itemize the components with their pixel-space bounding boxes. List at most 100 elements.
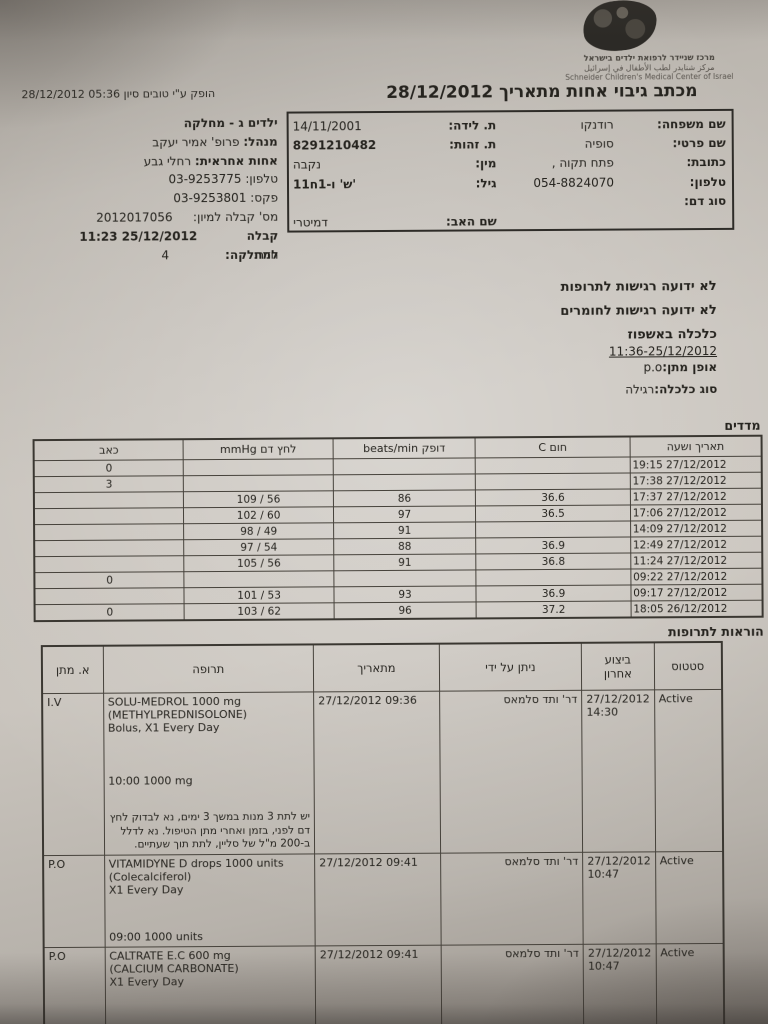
cell-last-exec: 27/12/2012 14:30 [581, 689, 656, 852]
cell-given-by: דר' ותד סלמאס [440, 943, 585, 1024]
address-value: פתח תקוה , [551, 155, 614, 171]
cell-drug: SOLU-MEDROL 1000 mg (METHYLPREDNISOLONE)… [103, 691, 315, 855]
no-drug-allergy-note: לא ידועה רגישות לתרופות [560, 278, 717, 295]
admin-route-label: אופן מתן: [662, 359, 718, 375]
phone-label: טלפון: [689, 174, 727, 189]
patient-details-box: שם משפחה: רודנקו שם פרטי: סופיה כתובת: פ… [286, 108, 735, 233]
medications-header-row: סטטוס ביצוע אחרון ניתן על ידי מתאריך תרו… [41, 641, 723, 694]
birth-date-value: 14/11/2001 [292, 118, 362, 134]
page-title: מכתב גיבוי אחות מתאריך 28/12/2012 [386, 81, 698, 103]
col-temp: חום C [475, 436, 630, 458]
address-label: כתובת: [686, 155, 726, 170]
cell-temp [475, 520, 631, 538]
cell-temp [475, 456, 631, 474]
medication-row: Active 27/12/2012 10:47 דר' ותד סלמאס 27… [43, 942, 725, 1024]
cell-datetime: 18:05 26/12/2012 [630, 600, 763, 618]
col-datetime: תאריך ושעה [629, 435, 762, 457]
cell-pulse [332, 473, 476, 491]
dept-fax-value: 03-9253801 [173, 191, 247, 206]
cell-pain [34, 555, 185, 573]
cell-given-by: דר' ותד סלמאס [439, 690, 583, 853]
cell-pain [34, 523, 185, 541]
id-number-value: 8291210482 [292, 137, 377, 153]
department-name: ילדים ג - מחלקה [183, 115, 278, 131]
cell-datetime: 17:37 27/12/2012 [630, 488, 762, 505]
first-name-row: שם פרטי: סופיה [496, 133, 726, 154]
vitals-row: 18:05 26/12/2012 37.2 96 103 / 62 0 [34, 600, 763, 622]
cell-temp [475, 472, 631, 490]
manager-label: מנהל: [243, 134, 278, 149]
vitals-section-title: מדדים [724, 417, 761, 433]
cell-bp: 102 / 60 [183, 506, 334, 524]
cell-pain [33, 491, 184, 509]
age-label: גיל: [475, 175, 497, 190]
birth-date-label: ת. לידה: [448, 117, 497, 133]
age-value: 11ש' ו-1ח' [292, 176, 357, 192]
department-info-block: ילדים ג - מחלקה מנהל: פרופ' אמיר יעקב אח… [26, 114, 279, 266]
cell-route: I.V [42, 693, 105, 856]
blood-type-row: סוג דם: [497, 191, 727, 212]
department-manager-row: מנהל: פרופ' אמיר יעקב [26, 132, 278, 152]
phone-row: טלפון: 054-8824070 [496, 172, 726, 193]
cell-pulse: 91 [333, 553, 477, 571]
head-nurse-row: אחות אחראית: רחלי גבע [26, 151, 278, 171]
dept-phone-value: 03-9253775 [168, 172, 242, 187]
col-drug: תרופה [102, 644, 314, 694]
cell-datetime: 09:17 27/12/2012 [630, 584, 763, 601]
cell-pain: 0 [34, 571, 185, 589]
cell-bp: 97 / 54 [184, 538, 334, 556]
head-nurse-label: אחות אחראית: [194, 153, 278, 168]
cell-pulse [332, 457, 476, 475]
cell-from-date: 27/12/2012 09:41 [314, 852, 441, 946]
cell-temp: 36.9 [476, 536, 631, 554]
cell-bp [183, 474, 334, 492]
col-from-date: מתאריך [313, 643, 440, 692]
cell-last-exec: 27/12/2012 10:47 [583, 943, 657, 1024]
diet-type-value: רגילה [625, 382, 655, 397]
cell-drug: CALTRATE E.C 600 mg (CALCIUM CARBONATE) … [104, 945, 317, 1024]
col-bp: לחץ דם mmHg [183, 438, 333, 460]
cell-datetime: 09:22 27/12/2012 [630, 568, 763, 585]
family-name-row: שם משפחה: רודנקו [496, 114, 726, 135]
cell-pain [34, 539, 185, 557]
cell-bp [184, 570, 334, 588]
cell-temp: 36.9 [476, 584, 631, 602]
head-nurse-value: רחלי גבע [143, 153, 192, 169]
allergy-nutrition-block: לא ידועה רגישות לתרופות לא ידועה רגישות … [560, 279, 717, 397]
nutrition-date: 11:36-25/12/2012 [608, 343, 718, 359]
cell-pain: 3 [33, 475, 184, 493]
cell-bp [183, 458, 333, 476]
cell-pain [34, 587, 185, 605]
cell-pulse: 97 [333, 505, 476, 523]
cell-bp: 101 / 53 [184, 586, 334, 604]
col-route: א. מתן [41, 645, 104, 694]
cell-route: P.O [43, 946, 106, 1024]
cell-pulse: 86 [333, 489, 476, 507]
cell-pulse: 93 [333, 585, 477, 603]
sex-value: נקבה [292, 157, 322, 172]
col-last-exec: ביצוע אחרון [581, 642, 655, 691]
cell-pain: 0 [34, 603, 185, 622]
col-given-by: ניתן על ידי [439, 642, 582, 692]
department-fax-row: פקס: 03-9253801 [26, 189, 278, 209]
medication-row: Active 27/12/2012 14:30 דר' ותד סלמאס 27… [42, 689, 724, 856]
hospital-logo [580, 0, 660, 55]
ward-admission-value: 11:23 25/12/2012 [79, 228, 198, 244]
father-name-value: דמיטרי [293, 215, 328, 230]
cell-from-date: 27/12/2012 09:36 [313, 691, 441, 854]
cell-route: P.O [43, 854, 105, 948]
cell-pulse: 91 [333, 521, 477, 539]
cell-temp [476, 568, 631, 586]
cell-bp: 105 / 56 [184, 554, 334, 572]
cell-bp: 109 / 56 [183, 490, 334, 508]
father-name-row: שם האב: דמיטרי [293, 212, 497, 233]
cell-temp: 36.5 [475, 504, 631, 522]
age-row: גיל: 11ש' ו-1ח' [293, 173, 497, 194]
cell-datetime: 11:24 27/12/2012 [630, 552, 763, 569]
cell-datetime: 14:09 27/12/2012 [630, 520, 763, 537]
father-name-label: שם האב: [445, 214, 497, 229]
id-number-label: ת. זהות: [449, 137, 497, 152]
blood-type-label: סוג דם: [684, 193, 727, 208]
